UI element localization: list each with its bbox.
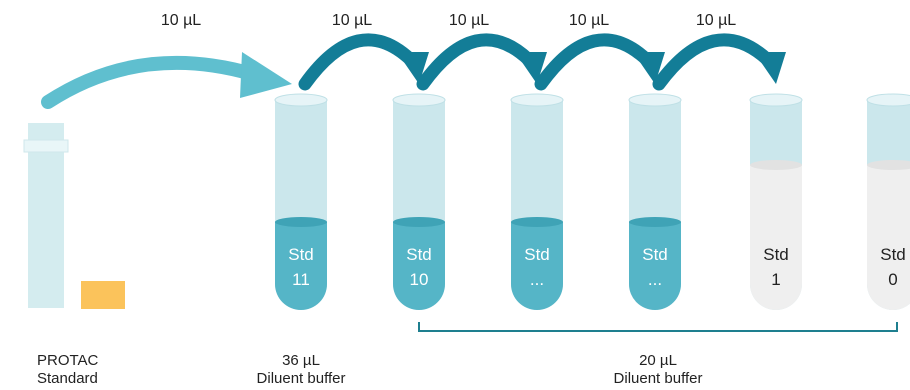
tube-mid2-label-bottom: ... bbox=[647, 270, 663, 289]
tube-10-meniscus bbox=[393, 217, 445, 227]
tube-1-meniscus bbox=[750, 160, 802, 170]
transfer-arrow-3 bbox=[416, 33, 547, 91]
diluent-20-name: Diluent buffer bbox=[613, 370, 703, 387]
vial-icon bbox=[23, 123, 69, 308]
transfer-arrow-initial bbox=[41, 52, 292, 109]
tube-0-label-top: Std bbox=[880, 245, 906, 264]
tube-10-label-bottom: 10 bbox=[409, 270, 429, 289]
tube-mid1-label-top: Std bbox=[524, 245, 550, 264]
tube-mid1-rim bbox=[510, 93, 564, 107]
tube-0-meniscus bbox=[867, 160, 910, 170]
tube-mid1-meniscus bbox=[511, 217, 563, 227]
cap-icon bbox=[81, 281, 125, 309]
tube-0-label-bottom: 0 bbox=[888, 270, 898, 289]
tube-1-label-bottom: 1 bbox=[771, 270, 781, 289]
tube-11-meniscus bbox=[275, 217, 327, 227]
protac-label-line1: PROTAC bbox=[37, 352, 99, 369]
tube-0 bbox=[866, 93, 910, 310]
diluent-36-volume: 36 µL bbox=[282, 352, 320, 369]
tube-mid2-liquid bbox=[629, 222, 681, 310]
transfer-arrow-4 bbox=[534, 33, 665, 91]
tube-mid2-label-top: Std bbox=[642, 245, 668, 264]
transfer-label-4: 10 µL bbox=[568, 12, 610, 29]
tube-11-liquid bbox=[275, 222, 327, 310]
tube-10-label-top: Std bbox=[406, 245, 432, 264]
tube-1-rim bbox=[749, 93, 803, 107]
tube-11-rim bbox=[274, 93, 328, 107]
tube-10 bbox=[392, 93, 446, 310]
transfer-arrow-2 bbox=[298, 33, 429, 91]
tube-0-rim bbox=[866, 93, 910, 107]
diluent-bracket bbox=[418, 322, 898, 332]
tube-1-liquid bbox=[750, 165, 802, 310]
transfer-label-2: 10 µL bbox=[331, 12, 373, 29]
tube-mid2-meniscus bbox=[629, 217, 681, 227]
tube-mid2 bbox=[628, 93, 682, 310]
protac-label-line2: Standard bbox=[37, 370, 98, 387]
tube-mid1 bbox=[510, 93, 564, 310]
transfer-label-1: 10 µL bbox=[160, 12, 202, 29]
tube-11-label-bottom: 11 bbox=[292, 270, 310, 289]
transfer-arrow-5 bbox=[652, 33, 786, 91]
diluent-20-volume: 20 µL bbox=[639, 352, 677, 369]
tube-10-rim bbox=[392, 93, 446, 107]
transfer-label-3: 10 µL bbox=[448, 12, 490, 29]
tube-11 bbox=[274, 93, 328, 310]
tube-1 bbox=[749, 93, 803, 310]
tube-mid1-liquid bbox=[511, 222, 563, 310]
tube-mid2-rim bbox=[628, 93, 682, 107]
transfer-label-5: 10 µL bbox=[695, 12, 737, 29]
tube-11-label-top: Std bbox=[288, 245, 314, 264]
diluent-36-name: Diluent buffer bbox=[256, 370, 346, 387]
tube-1-label-top: Std bbox=[763, 245, 789, 264]
tube-mid1-label-bottom: ... bbox=[529, 270, 545, 289]
tube-0-liquid bbox=[867, 165, 910, 310]
tube-10-liquid bbox=[393, 222, 445, 310]
